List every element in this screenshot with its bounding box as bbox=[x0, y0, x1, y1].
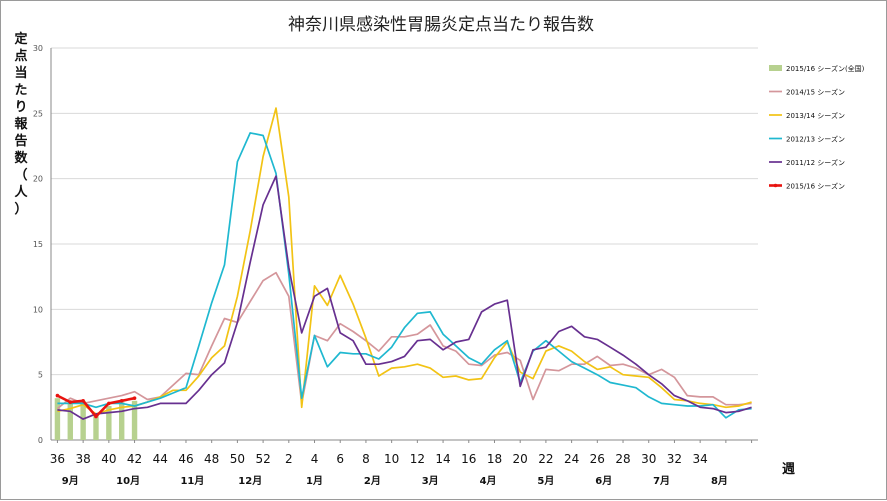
y-axis-label-char: り bbox=[14, 100, 27, 115]
month-label: 2月 bbox=[364, 475, 381, 487]
x-tick-6: 6 bbox=[336, 452, 344, 466]
x-tick-32: 32 bbox=[667, 452, 682, 466]
series-point bbox=[107, 401, 111, 406]
legend: 2015/16 シーズン(全国) 2014/15 シーズン 2013/14 シーズン… bbox=[769, 64, 865, 191]
y-axis-label-char: （ bbox=[14, 167, 27, 183]
series-point bbox=[81, 399, 85, 403]
legend-label: 2012/13 シーズン bbox=[786, 135, 845, 144]
month-label: 7月 bbox=[653, 475, 670, 487]
x-tick-14: 14 bbox=[435, 452, 450, 466]
bar bbox=[67, 400, 73, 440]
bar bbox=[80, 400, 86, 440]
x-tick-20: 20 bbox=[513, 452, 528, 466]
series-point bbox=[132, 396, 137, 400]
bar bbox=[119, 402, 125, 440]
y-axis-label-char: 人 bbox=[14, 184, 28, 200]
bar bbox=[93, 415, 99, 440]
y-tick-25: 25 bbox=[33, 109, 43, 118]
x-tick-labels: 36 38 40 42 44 46 48 50 52 2 4 6 8 10 12 14 16 18 20 22 24 26… bbox=[50, 452, 708, 466]
x-tick-2: 2 bbox=[285, 452, 293, 466]
series-point bbox=[119, 399, 124, 403]
x-tick-40: 40 bbox=[101, 452, 116, 466]
month-label: 11月 bbox=[180, 475, 204, 487]
month-label: 10月 bbox=[116, 475, 140, 487]
legend-swatch bbox=[769, 65, 782, 71]
x-tick-22: 22 bbox=[538, 452, 553, 466]
x-tick-42: 42 bbox=[127, 452, 142, 466]
y-axis-label-char: 報 bbox=[14, 116, 28, 132]
legend-label: 2011/12 シーズン bbox=[786, 158, 845, 167]
x-tick-8: 8 bbox=[362, 452, 370, 466]
y-tick-20: 20 bbox=[33, 175, 43, 184]
y-axis-label-char: 定 bbox=[13, 31, 27, 47]
x-tick-24: 24 bbox=[564, 452, 579, 466]
x-tick-26: 26 bbox=[590, 452, 605, 466]
x-tick-18: 18 bbox=[487, 452, 502, 466]
axes bbox=[50, 48, 758, 443]
x-tick-12: 12 bbox=[410, 452, 425, 466]
bar bbox=[106, 406, 112, 440]
x-axis-label: 週 bbox=[782, 462, 795, 477]
bar bbox=[54, 398, 61, 440]
bar-series bbox=[54, 398, 138, 440]
legend-label: 2014/15 シーズン bbox=[786, 88, 845, 97]
series-point bbox=[94, 414, 98, 419]
month-label: 6月 bbox=[595, 475, 612, 487]
y-axis-label-char: 数 bbox=[14, 150, 28, 166]
y-tick-labels: 0 5 10 15 20 25 30 bbox=[33, 44, 43, 445]
month-label: 3月 bbox=[422, 475, 439, 487]
series-point bbox=[68, 400, 73, 404]
x-tick-44: 44 bbox=[153, 452, 168, 466]
month-label: 1月 bbox=[306, 475, 323, 487]
legend-label: 2013/14 シーズン bbox=[786, 111, 845, 120]
x-tick-4: 4 bbox=[311, 452, 319, 466]
month-label: 8月 bbox=[711, 475, 728, 487]
series-line-3 bbox=[57, 132, 752, 419]
y-tick-30: 30 bbox=[33, 44, 43, 53]
legend-label: 2015/16 シーズン bbox=[786, 182, 845, 191]
line-series bbox=[55, 107, 752, 420]
x-tick-52: 52 bbox=[255, 452, 270, 466]
y-axis-label-char: ） bbox=[14, 201, 27, 217]
x-tick-50: 50 bbox=[230, 452, 245, 466]
x-tick-36: 36 bbox=[50, 452, 65, 466]
x-tick-28: 28 bbox=[615, 452, 630, 466]
series-line-1 bbox=[56, 271, 752, 410]
y-axis-label-char: た bbox=[14, 83, 27, 98]
x-tick-38: 38 bbox=[75, 452, 90, 466]
series-point bbox=[55, 393, 60, 398]
series-line-4 bbox=[57, 175, 752, 420]
month-label: 5月 bbox=[537, 475, 554, 487]
month-labels: 9月 10月 11月 12月 1月 2月 3月 4月 5月 6月 7月 8月 bbox=[62, 475, 728, 487]
y-axis-label: 定点当たり報告数（人） bbox=[13, 31, 28, 217]
y-tick-15: 15 bbox=[33, 240, 43, 249]
series-line-2 bbox=[57, 107, 752, 415]
month-label: 9月 bbox=[62, 475, 79, 487]
month-label: 4月 bbox=[480, 475, 497, 487]
x-tick-46: 46 bbox=[178, 452, 193, 466]
month-label: 12月 bbox=[238, 475, 262, 487]
x-tick-10: 10 bbox=[384, 452, 399, 466]
y-axis-label-char: 告 bbox=[14, 133, 27, 149]
bar bbox=[131, 400, 138, 440]
legend-point bbox=[773, 183, 778, 188]
chart-title: 神奈川県感染性胃腸炎定点当たり報告数 bbox=[288, 15, 594, 35]
y-axis-label-char: 点 bbox=[14, 48, 27, 64]
y-tick-5: 5 bbox=[38, 371, 43, 380]
x-tick-34: 34 bbox=[693, 452, 708, 466]
x-tick-30: 30 bbox=[641, 452, 656, 466]
gridlines bbox=[51, 47, 758, 376]
y-tick-0: 0 bbox=[38, 436, 43, 445]
y-tick-10: 10 bbox=[33, 305, 43, 314]
x-tick-48: 48 bbox=[204, 452, 219, 466]
x-tick-16: 16 bbox=[461, 452, 476, 466]
legend-label: 2015/16 シーズン(全国) bbox=[786, 64, 865, 73]
y-axis-label-char: 当 bbox=[14, 65, 27, 81]
